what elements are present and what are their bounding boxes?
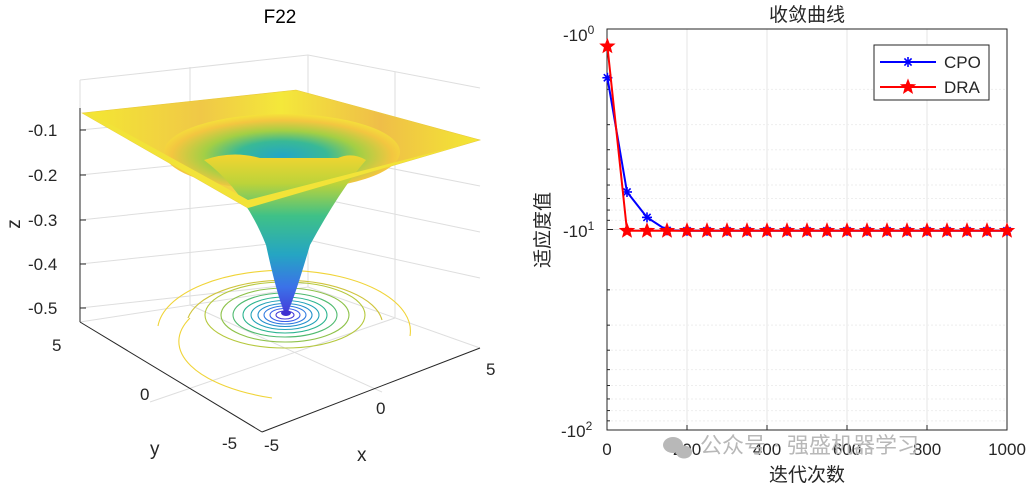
z-axis-label: z <box>4 219 25 229</box>
x-tick-label: 600 <box>833 440 861 459</box>
data-point-dra <box>998 222 1016 238</box>
y-axis-label: 适应度值 <box>532 192 554 268</box>
x-tick-label: 0 <box>376 399 385 418</box>
z-tick-label: -0.3 <box>28 211 57 230</box>
x-tick-label: 400 <box>753 440 781 459</box>
y-tick-label: -100 <box>563 23 595 45</box>
legend-marker-cpo <box>903 57 913 67</box>
wechat-icon <box>663 437 692 459</box>
z-tick-label: -0.5 <box>28 299 57 318</box>
data-point-dra <box>878 222 896 238</box>
y-tick-label: -5 <box>222 434 237 453</box>
data-point-dra <box>898 222 916 238</box>
convergence-chart: 0 200 400 600 800 1000 -100 -101 -102 收敛… <box>532 4 1026 486</box>
chart-title: 收敛曲线 <box>769 4 845 26</box>
legend-marks <box>880 57 936 94</box>
legend-label-cpo: CPO <box>944 53 981 72</box>
x-axis-label: 迭代次数 <box>769 464 845 486</box>
z-tick-label: -0.4 <box>28 255 57 274</box>
data-point-dra <box>599 37 616 54</box>
watermark: 公众号 · 强盛机器学习 <box>663 434 919 459</box>
legend-marker-dra <box>899 78 917 94</box>
chart-series <box>599 37 1016 238</box>
z-tick-label: -0.2 <box>28 166 57 185</box>
data-point-dra <box>838 222 856 238</box>
y-tick-label: -102 <box>561 419 593 441</box>
x-axis-line <box>261 347 481 433</box>
series-line-cpo <box>606 77 1007 232</box>
data-point-dra <box>778 222 796 238</box>
legend: CPO DRA <box>873 44 990 101</box>
legend-label-dra: DRA <box>944 78 981 97</box>
x-axis-label: x <box>357 445 367 466</box>
data-point-dra <box>658 222 676 238</box>
y-axis-line <box>79 321 263 433</box>
data-point-dra <box>858 222 876 238</box>
y-tick-label: 0 <box>140 385 149 404</box>
surface <box>81 89 482 316</box>
x-tick-label: -5 <box>264 436 279 455</box>
legend-box <box>873 44 990 101</box>
chart-ticks <box>606 28 1008 431</box>
surface-title: F22 <box>264 7 297 28</box>
surface-plot: -0.1 -0.2 -0.3 -0.4 -0.5 -5 0 5 5 0 -5 x… <box>4 7 495 466</box>
data-point-dra <box>818 222 836 238</box>
x-tick-label: 5 <box>486 360 495 379</box>
data-point-dra <box>738 222 756 238</box>
data-point-dra <box>698 222 716 238</box>
y-axis-label: y <box>150 439 160 460</box>
x-tick-label: 0 <box>602 440 611 459</box>
data-point-dra <box>618 222 636 238</box>
x-tick-label: 1000 <box>988 440 1026 459</box>
watermark-text: 公众号 · 强盛机器学习 <box>700 434 919 459</box>
data-point-dra <box>638 222 656 238</box>
data-point-dra <box>958 222 976 238</box>
data-point-dra <box>918 222 936 238</box>
data-point-cpo <box>642 212 652 223</box>
data-point-dra <box>798 222 816 238</box>
z-tick-label: -0.1 <box>28 121 57 140</box>
data-point-dra <box>678 222 696 238</box>
data-point-dra <box>938 222 956 238</box>
data-point-dra <box>718 222 736 238</box>
x-tick-label: 800 <box>913 440 941 459</box>
data-point-dra <box>758 222 776 238</box>
y-tick-label: 5 <box>52 336 61 355</box>
y-tick-label: -101 <box>563 219 595 241</box>
data-point-dra <box>978 222 996 238</box>
